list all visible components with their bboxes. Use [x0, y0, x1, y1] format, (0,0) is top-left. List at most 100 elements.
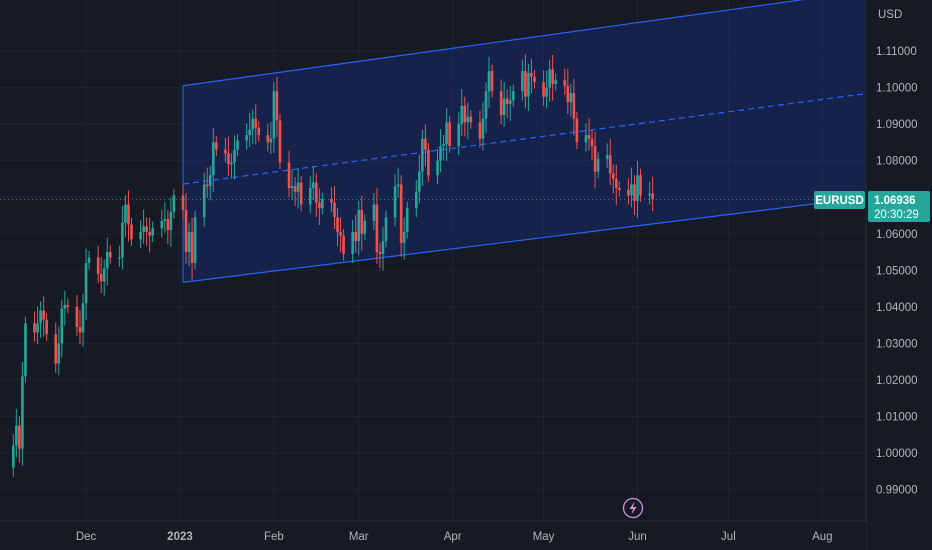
candle-body	[554, 80, 557, 84]
candle-body	[378, 252, 382, 254]
candle-body	[151, 228, 154, 236]
candle-body	[227, 153, 230, 165]
candle-body	[508, 100, 512, 104]
candle-body	[566, 85, 570, 103]
candle-body	[127, 204, 130, 225]
candle-body	[105, 252, 109, 269]
candle-body	[139, 231, 142, 240]
candle-body	[357, 209, 361, 242]
candle-body	[212, 142, 215, 176]
candle-body	[84, 262, 88, 304]
candle-body	[190, 231, 194, 263]
candle-body	[166, 219, 170, 231]
time-tick-label: May	[533, 531, 555, 543]
candle-body	[505, 98, 509, 104]
time-tick-label: Jul	[721, 531, 736, 543]
candle-body	[399, 184, 403, 243]
price-tick-label: 1.09000	[876, 119, 918, 131]
candle-body	[39, 310, 42, 324]
time-tick-label: Apr	[444, 531, 462, 543]
candle-body	[54, 334, 58, 364]
price-tick-label: 1.00000	[876, 448, 918, 460]
price-axis[interactable]	[867, 0, 932, 550]
candle-body	[145, 226, 148, 232]
candle-body	[78, 326, 82, 333]
symbol-badge[interactable]: EURUSD	[814, 191, 865, 209]
candle-body	[318, 202, 321, 209]
candle-body	[224, 149, 227, 154]
candle-body	[548, 69, 551, 88]
candle-body	[375, 204, 379, 253]
candle-body	[424, 138, 427, 150]
candle-body	[275, 91, 279, 121]
candle-body	[439, 146, 442, 161]
candle-body	[460, 105, 464, 125]
candle-body	[384, 217, 388, 242]
candle-body	[524, 71, 527, 97]
candle-body	[396, 184, 400, 187]
price-tick-label: 1.10000	[876, 83, 918, 95]
candle-body	[342, 235, 345, 254]
candle-body	[521, 71, 524, 92]
candle-body	[172, 195, 176, 212]
time-tick-label: Dec	[76, 531, 97, 543]
candle-body	[590, 138, 594, 147]
candle-body	[360, 209, 364, 234]
candle-body	[202, 184, 206, 218]
event-marker[interactable]	[622, 497, 644, 519]
price-tick-label: 1.02000	[876, 375, 918, 387]
candle-body	[639, 175, 642, 196]
last-price-value: 1.06936	[874, 195, 916, 207]
candle-body	[405, 208, 409, 232]
channel-lower-line[interactable]	[182, 196, 865, 283]
candle-body	[448, 122, 451, 147]
currency-label: USD	[878, 9, 902, 21]
candle-body	[181, 195, 185, 210]
candle-body	[436, 160, 439, 176]
candle-body	[169, 211, 173, 231]
candle-body	[490, 71, 494, 92]
candle-body	[102, 268, 106, 282]
candle-body	[481, 118, 485, 139]
candle-body	[530, 72, 533, 77]
candle-body	[466, 116, 470, 123]
candle-body	[551, 69, 554, 84]
candle-body	[57, 343, 61, 364]
candle-body	[287, 162, 291, 189]
candle-body	[569, 93, 573, 103]
candle-body	[605, 155, 609, 159]
channel-upper-line[interactable]	[182, 0, 865, 87]
candle-body	[463, 105, 467, 123]
candle-body	[363, 220, 367, 234]
candle-body	[96, 257, 100, 274]
candle-body	[205, 184, 209, 187]
candle-body	[233, 149, 236, 163]
candle-body	[372, 204, 376, 221]
candle-body	[427, 149, 430, 176]
price-tick-label: 1.06000	[876, 229, 918, 241]
candle-body	[215, 142, 218, 150]
candle-body	[81, 303, 85, 333]
candle-body	[12, 445, 15, 468]
candle-body	[542, 82, 545, 97]
candle-body	[266, 135, 270, 143]
candle-body	[142, 226, 145, 232]
candle-body	[121, 222, 124, 258]
candle-body	[457, 124, 461, 147]
candle-body	[527, 72, 530, 97]
bar-countdown: 20:30:29	[874, 209, 919, 221]
candle-body	[354, 231, 358, 242]
channel-mid-line[interactable]	[182, 93, 865, 185]
candle-body	[633, 184, 636, 201]
candle-body	[293, 186, 297, 192]
candle-body	[254, 118, 258, 128]
time-axis[interactable]	[0, 522, 866, 550]
candle-body	[160, 220, 164, 229]
candle-body	[563, 80, 567, 86]
candle-body	[469, 116, 473, 123]
candle-body	[187, 231, 191, 253]
candle-body	[418, 171, 421, 192]
price-tick-label: 1.03000	[876, 338, 918, 350]
candle-body	[24, 323, 27, 377]
